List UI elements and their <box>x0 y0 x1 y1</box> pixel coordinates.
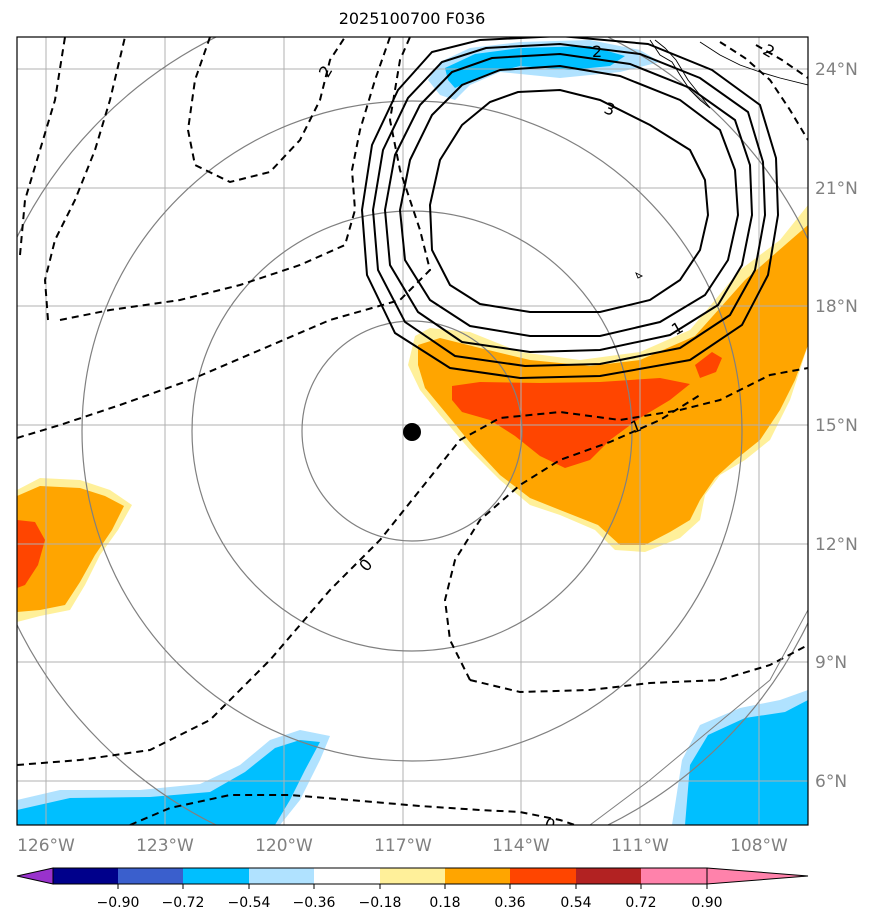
colorbar-bin <box>249 868 314 884</box>
solid-contours <box>360 37 780 380</box>
lat-label-18n: 18°N <box>815 297 858 317</box>
colorbar-tick-label: −0.36 <box>293 895 336 911</box>
colorbar-tick-label: 0.36 <box>494 895 525 911</box>
range-rings <box>17 37 808 825</box>
colorbar-bin <box>445 868 510 884</box>
colorbar-extend-high <box>706 867 809 885</box>
coastline <box>635 39 808 279</box>
lon-label-114w: 114°W <box>492 836 550 856</box>
colorbar: −0.90 −0.72 −0.54 −0.36 −0.18 0.18 0.36 … <box>16 867 809 911</box>
map-title: 2025100700 F036 <box>338 9 486 28</box>
lon-label-126w: 126°W <box>17 836 75 856</box>
lon-label-123w: 123°W <box>136 836 194 856</box>
colorbar-tick-label: 0.18 <box>429 895 460 911</box>
storm-center-marker <box>403 423 421 441</box>
negative-anomaly-bottom-mid <box>17 740 320 825</box>
colorbar-tick-label: 0.54 <box>560 895 591 911</box>
lat-label-6n: 6°N <box>815 772 847 792</box>
lat-label-9n: 9°N <box>815 653 847 673</box>
map-frame <box>16 36 809 826</box>
contour-label: 0 <box>543 814 558 835</box>
colorbar-bin <box>53 868 118 884</box>
colorbar-bin <box>183 868 249 884</box>
lat-label-12n: 12°N <box>815 535 858 555</box>
colorbar-extend-low <box>16 867 54 885</box>
positive-anomaly-strong <box>452 378 690 468</box>
lon-label-117w: 117°W <box>374 836 432 856</box>
dashed-contours <box>17 37 808 825</box>
outer-ring-arc <box>589 609 808 825</box>
lon-label-108w: 108°W <box>730 836 788 856</box>
colorbar-bin <box>380 868 445 884</box>
lat-label-24n: 24°N <box>815 60 858 80</box>
negative-anomaly-right-mid <box>685 700 808 825</box>
lat-label-21n: 21°N <box>815 179 858 199</box>
left-anomaly-mid <box>17 486 124 612</box>
colorbar-tick-label: 0.90 <box>691 895 722 911</box>
colorbar-bin <box>641 868 707 884</box>
lon-label-111w: 111°W <box>611 836 669 856</box>
contour-label: 2 <box>592 42 602 61</box>
colorbar-tick-label: −0.54 <box>228 895 271 911</box>
colorbar-bin <box>118 868 183 884</box>
colorbar-tick-label: −0.18 <box>359 895 402 911</box>
colorbar-tick-label: −0.72 <box>162 895 205 911</box>
colorbar-bin <box>510 868 576 884</box>
colorbar-bin <box>576 868 641 884</box>
positive-anomaly-strong-small <box>695 352 722 378</box>
left-anomaly-strong <box>17 520 45 588</box>
colorbar-bin <box>314 868 380 884</box>
colorbar-tick-label: 0.72 <box>625 895 656 911</box>
lat-label-15n: 15°N <box>815 416 858 436</box>
colorbar-tick-label: −0.90 <box>97 895 140 911</box>
lon-label-120w: 120°W <box>255 836 313 856</box>
